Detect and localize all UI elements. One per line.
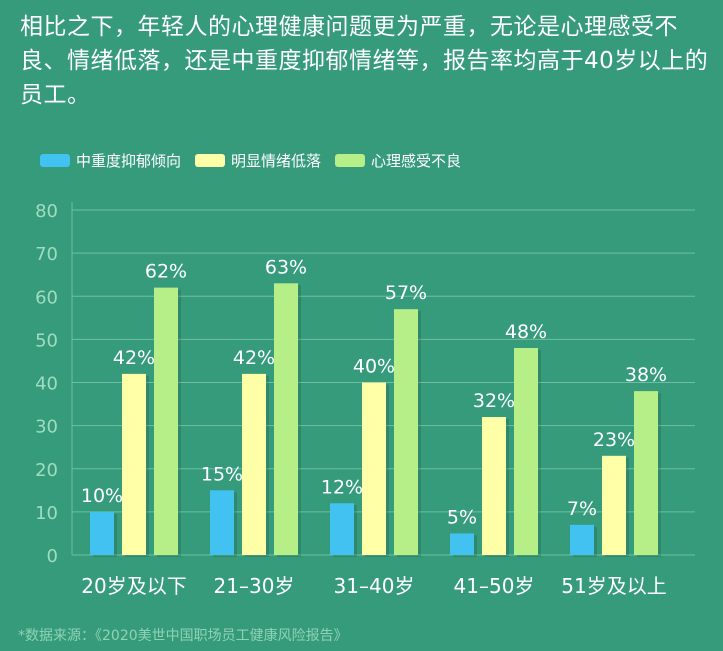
data-label: 38% — [625, 364, 667, 386]
y-tick-label: 50 — [35, 330, 58, 351]
data-label: 7% — [567, 498, 597, 520]
legend-item-severe-depression: 中重度抑郁倾向 — [40, 150, 181, 171]
bar — [90, 511, 114, 555]
legend-swatch-blue — [40, 154, 70, 167]
bar — [570, 524, 594, 555]
data-label: 42% — [113, 347, 155, 369]
legend-label: 明显情绪低落 — [231, 152, 322, 170]
y-tick-label: 40 — [35, 374, 58, 395]
data-label: 62% — [145, 261, 187, 283]
bar — [122, 373, 146, 555]
data-label: 63% — [265, 256, 307, 278]
data-label: 42% — [233, 347, 275, 369]
legend-item-poor-feeling: 心理感受不良 — [335, 150, 461, 171]
bar — [602, 455, 626, 555]
x-tick-label: 41–50岁 — [454, 574, 535, 598]
data-label: 15% — [201, 463, 243, 485]
y-tick-label: 30 — [35, 417, 58, 438]
bar — [330, 503, 354, 555]
x-tick-label: 31–40岁 — [334, 574, 415, 598]
chart-legend: 中重度抑郁倾向 明显情绪低落 心理感受不良 — [40, 150, 461, 171]
data-label: 57% — [385, 282, 427, 304]
y-tick-label: 10 — [35, 503, 58, 524]
legend-swatch-yellow — [195, 154, 226, 167]
bar — [274, 283, 298, 555]
bar — [482, 417, 506, 555]
source-note: *数据来源：《2020美世中国职场员工健康风险报告》 — [18, 628, 348, 644]
data-label: 32% — [473, 390, 515, 412]
data-label: 23% — [593, 429, 635, 451]
bar — [394, 309, 418, 555]
bar — [634, 391, 658, 555]
bar — [154, 287, 178, 555]
x-tick-label: 21–30岁 — [214, 574, 295, 598]
data-label: 5% — [447, 506, 477, 528]
x-tick-label: 51岁及以上 — [561, 574, 666, 598]
bar — [362, 382, 386, 555]
legend-swatch-green — [335, 154, 366, 167]
y-tick-label: 0 — [47, 546, 58, 567]
bar — [450, 533, 474, 555]
data-label: 48% — [505, 321, 547, 343]
legend-label: 心理感受不良 — [371, 152, 462, 170]
y-tick-label: 20 — [35, 460, 58, 481]
data-label: 12% — [321, 476, 363, 498]
data-label: 10% — [81, 485, 123, 507]
headline-text: 相比之下，年轻人的心理健康问题更为严重，无论是心理感受不良、情绪低落，还是中重度… — [20, 14, 709, 108]
y-tick-label: 60 — [35, 287, 58, 308]
y-tick-label: 80 — [35, 201, 58, 222]
y-tick-label: 70 — [35, 244, 58, 265]
legend-item-low-mood: 明显情绪低落 — [195, 150, 321, 171]
x-tick-label: 20岁及以下 — [81, 574, 186, 598]
bar — [242, 373, 266, 555]
bar — [514, 348, 538, 555]
data-label: 40% — [353, 356, 395, 378]
bar — [210, 490, 234, 555]
legend-label: 中重度抑郁倾向 — [76, 152, 182, 170]
